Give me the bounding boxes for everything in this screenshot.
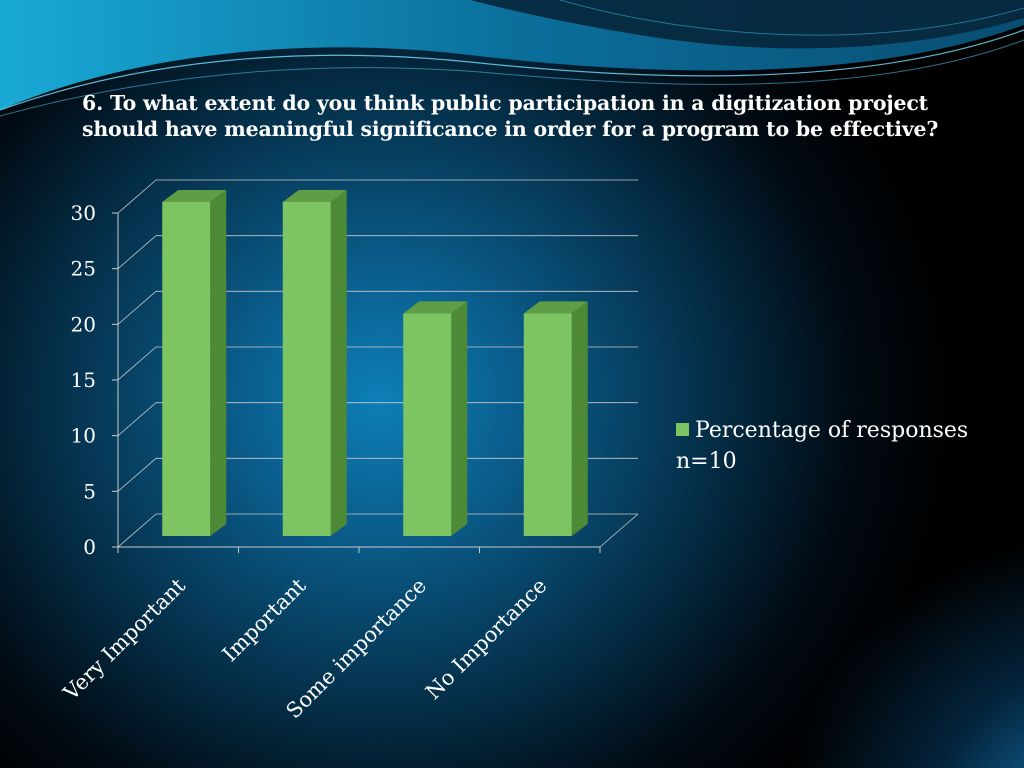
bar-top [162,190,227,202]
gridline-depth [117,513,157,548]
bar-side [210,190,227,536]
x-category-label: Very Important [58,573,190,705]
bar [403,301,468,536]
bar [282,190,347,536]
floor-edge [599,513,639,548]
chart-legend: Percentage of responses n=10 [676,415,976,477]
legend-label: Percentage of responses n=10 [676,418,969,474]
gridline-depth [117,402,157,436]
y-tick-label: 15 [71,368,96,392]
gridline-depth [117,179,157,214]
legend-swatch [676,423,689,436]
gridline-depth [117,458,157,492]
bar-top [282,190,347,202]
bar [523,301,588,536]
x-category-label: No Importance [421,574,552,705]
x-category-label: Important [218,573,311,666]
y-tick-label: 20 [71,312,96,336]
bar-top [523,301,588,314]
gridline-depth [117,235,157,269]
gridline-depth [117,291,157,325]
y-tick-label: 10 [71,424,96,448]
header-swoosh-decoration [0,0,1024,117]
gridline-depth [117,346,157,381]
bar-side [330,190,347,536]
y-tick-label: 30 [71,201,96,225]
bar-side [451,301,468,536]
y-tick-label: 25 [71,257,96,281]
y-tick-label: 5 [83,479,96,503]
bar-top [403,301,468,314]
bar [162,190,227,536]
bar-side [571,301,588,536]
bar-front [282,202,331,536]
bar-front [403,313,452,536]
bar-front [162,202,211,536]
bar-front [523,313,572,536]
y-tick-label: 0 [83,535,96,559]
slide-title: 6. To what extent do you think public pa… [82,91,939,141]
